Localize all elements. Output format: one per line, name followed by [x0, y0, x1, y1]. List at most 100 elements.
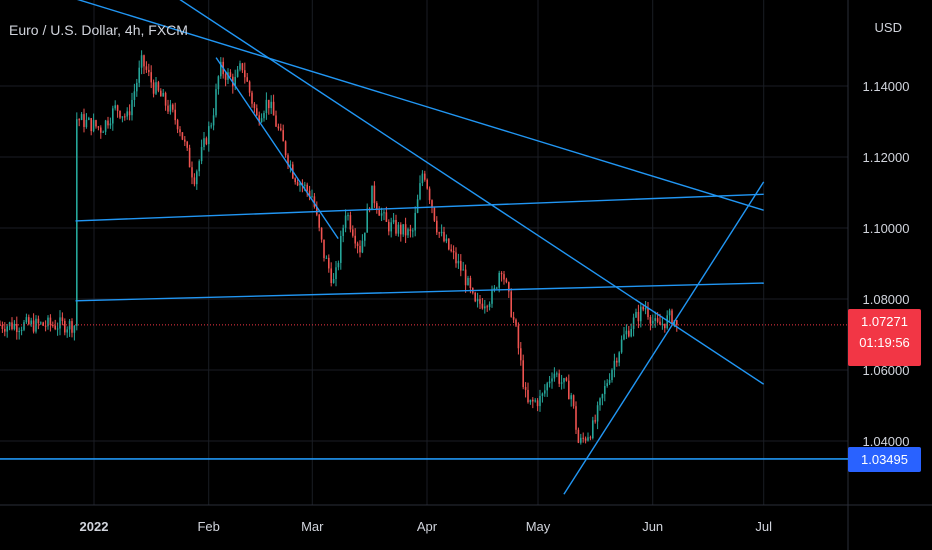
candle-body — [56, 328, 59, 330]
candle-body — [92, 120, 95, 132]
candle-body — [659, 321, 661, 325]
candle-body — [383, 212, 385, 214]
candle-body — [652, 320, 654, 324]
candle-body — [114, 105, 116, 109]
candle-body — [282, 130, 284, 142]
candle-body — [635, 311, 637, 318]
trend-line[interactable] — [75, 193, 764, 222]
candle-body — [508, 282, 510, 292]
candle-body — [599, 398, 601, 406]
candle-body — [145, 66, 148, 70]
candle-body — [407, 229, 409, 236]
candle-body — [275, 115, 277, 127]
candle-body — [666, 315, 668, 329]
candle-body — [390, 222, 392, 232]
candle-body — [258, 115, 260, 123]
candle-body — [428, 188, 431, 201]
candle-body — [311, 196, 313, 198]
candle-body — [544, 390, 546, 394]
candle-body — [37, 318, 40, 324]
candle-body — [539, 395, 541, 407]
candle-body — [138, 67, 140, 83]
candle-body — [436, 220, 438, 233]
x-tick-label: 2022 — [80, 519, 109, 534]
candle-body — [234, 76, 236, 87]
candle-body — [1, 325, 4, 329]
candle-body — [289, 164, 292, 166]
price-axis[interactable]: 1.14000 1.12000 1.10000 1.08000 1.06000 1.040… — [863, 79, 910, 449]
candle-body — [568, 380, 570, 400]
candle-body — [553, 373, 556, 379]
candle-body — [49, 317, 52, 325]
candle-body — [414, 212, 416, 231]
candle-body — [668, 310, 671, 316]
last-price-value: 1.07271 — [861, 314, 908, 329]
time-axis[interactable]: 2022 Feb Mar Apr May Jun Jul — [80, 519, 773, 534]
candle-body — [248, 81, 251, 93]
candle-body — [277, 126, 280, 129]
candle-body — [409, 229, 412, 232]
candle-body — [481, 303, 484, 309]
candle-body — [236, 69, 239, 77]
candle-body — [335, 267, 337, 280]
candle-body — [143, 55, 145, 67]
candle-body — [124, 116, 126, 118]
candle-body — [112, 108, 114, 124]
trend-line[interactable] — [563, 181, 765, 495]
candle-body — [426, 179, 428, 189]
candle-body — [140, 55, 143, 68]
candle-body — [332, 279, 335, 284]
candle-body — [328, 257, 330, 269]
candle-body — [512, 316, 515, 320]
candle-body — [448, 238, 450, 250]
candle-body — [443, 231, 445, 242]
symbol-title[interactable]: Euro / U.S. Dollar, 4h, FXCM — [9, 22, 188, 38]
candle-body — [671, 310, 673, 325]
candle-body — [534, 400, 536, 402]
candle-body — [18, 330, 20, 333]
candle-body — [496, 287, 498, 289]
candle-body — [337, 262, 340, 268]
candle-body — [184, 139, 186, 142]
candle-body — [594, 420, 596, 422]
candle-body — [515, 319, 517, 326]
candle-body — [563, 378, 565, 383]
candle-body — [109, 123, 112, 126]
candle-body — [373, 185, 376, 204]
trend-lines[interactable] — [13, 0, 765, 495]
candle-body — [455, 252, 457, 264]
candle-body — [54, 325, 56, 330]
candle-body — [44, 325, 47, 327]
trend-line[interactable] — [75, 282, 764, 302]
candle-body — [580, 437, 582, 443]
candle-body — [592, 420, 594, 439]
candle-body — [323, 239, 325, 259]
currency-label: USD — [874, 20, 902, 35]
candle-body — [155, 82, 157, 94]
candle-body — [395, 219, 397, 234]
grid-lines — [0, 0, 848, 505]
candle-body — [649, 317, 652, 324]
candle-body — [529, 399, 532, 403]
candle-body — [73, 325, 76, 333]
candle-body — [104, 120, 107, 132]
candle-body — [462, 269, 464, 271]
candle-body — [160, 90, 162, 97]
trend-line[interactable] — [150, 0, 765, 385]
candle-body — [347, 215, 349, 217]
x-tick-label: Jul — [755, 519, 772, 534]
candle-body — [438, 232, 440, 234]
candle-body — [505, 279, 508, 283]
candle-body — [359, 245, 361, 253]
candle-body — [565, 378, 568, 381]
candle-body — [361, 240, 364, 253]
trend-line[interactable] — [215, 57, 339, 240]
candle-body — [191, 167, 193, 178]
candle-body — [354, 235, 356, 244]
candle-body — [217, 76, 220, 90]
candle-body — [200, 147, 203, 162]
level-price-tag: 1.03495 — [848, 447, 921, 472]
trend-line[interactable] — [13, 0, 764, 211]
candle-body — [208, 126, 210, 145]
